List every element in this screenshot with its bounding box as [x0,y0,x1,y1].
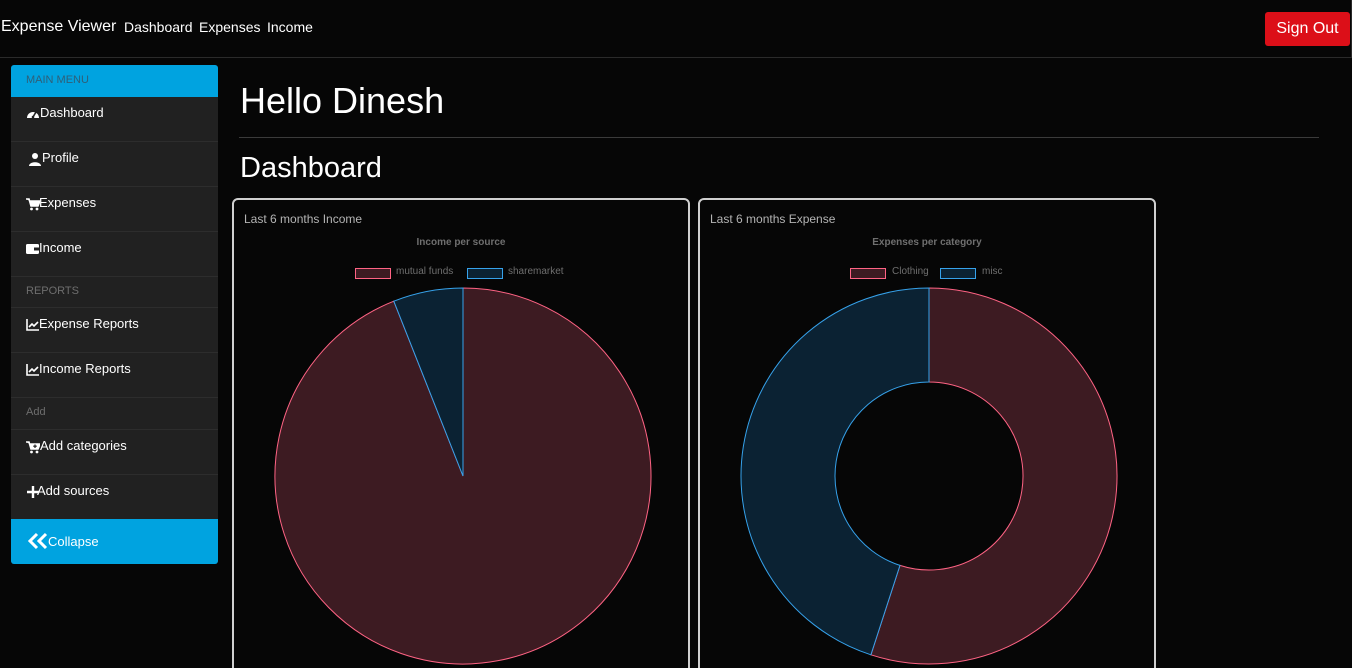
legend-swatch-clothing[interactable] [850,268,886,279]
sidebar-item-label: Add categories [40,438,127,453]
legend-swatch-misc[interactable] [940,268,976,279]
page-title: Dashboard [240,152,382,184]
nav-link-expenses[interactable]: Expenses [199,19,261,35]
add-section-label: Add [26,406,46,418]
plus-icon [27,486,39,498]
chart-title: Expenses per category [872,237,982,248]
sidebar-item-income-reports[interactable]: Income Reports [11,353,218,398]
sidebar-item-label: Income Reports [39,361,131,376]
header-divider [239,137,1319,138]
dashboard-gauge-icon [27,111,39,119]
legend-label[interactable]: sharemarket [508,266,564,277]
sidebar-item-profile[interactable]: Profile [11,142,218,187]
sidebar-item-expenses[interactable]: Expenses [11,187,218,232]
wallet-icon [26,244,40,254]
chart-title: Income per source [416,237,506,248]
reports-section-label: REPORTS [26,285,79,297]
sidebar-item-label: Income [39,240,82,255]
sidebar-item-add-sources[interactable]: Add sources [11,475,218,520]
sidebar-item-add-categories[interactable]: Add categories [11,430,218,475]
cart-icon [26,198,40,211]
legend-swatch-sharemarket[interactable] [467,268,503,279]
legend-label[interactable]: mutual funds [396,266,454,277]
main-menu-label: MAIN MENU [26,74,89,86]
main-menu-header: MAIN MENU [11,65,218,97]
sidebar-item-dashboard[interactable]: Dashboard [11,97,218,142]
sidebar: MAIN MENU Dashboard Profile Expenses Inc… [11,65,218,564]
sidebar-item-label: Expense Reports [39,316,139,331]
slice-misc[interactable] [740,287,930,656]
greeting-heading: Hello Dinesh [240,80,445,121]
line-chart-icon [26,319,39,331]
sign-out-button[interactable]: Sign Out [1265,12,1350,46]
card-title: Last 6 months Income [244,212,363,226]
income-chart-card: Last 6 months Income Income per source m… [232,198,690,668]
divider [11,307,218,308]
sidebar-item-expense-reports[interactable]: Expense Reports [11,308,218,353]
collapse-button[interactable]: Collapse [11,519,218,564]
slice-clothing[interactable] [870,287,1118,665]
double-chevron-left-icon [27,532,48,550]
nav-link-income[interactable]: Income [267,19,313,35]
sidebar-item-label: Profile [42,150,79,165]
collapse-label: Collapse [48,534,99,549]
expense-doughnut-chart[interactable] [700,200,1154,668]
line-chart-icon [26,364,39,376]
user-icon [29,153,41,166]
sidebar-item-label: Add sources [37,483,110,498]
legend-label[interactable]: Clothing [892,266,929,277]
sidebar-item-label: Expenses [39,195,97,210]
brand-title[interactable]: Expense Viewer [1,18,117,35]
top-navbar: Expense Viewer Dashboard Expenses Income… [0,0,1352,58]
expense-chart-card: Last 6 months Expense Expenses per categ… [698,198,1156,668]
sidebar-item-label: Dashboard [40,105,104,120]
legend-swatch-mutual-funds[interactable] [355,268,391,279]
sidebar-item-income[interactable]: Income [11,232,218,277]
income-pie-chart[interactable] [234,200,688,668]
cart-plus-icon [26,441,40,454]
legend-label[interactable]: misc [982,266,1003,277]
card-title: Last 6 months Expense [710,212,836,226]
nav-link-dashboard[interactable]: Dashboard [124,19,193,35]
divider [11,429,218,430]
slice-sharemarket[interactable] [393,287,464,477]
